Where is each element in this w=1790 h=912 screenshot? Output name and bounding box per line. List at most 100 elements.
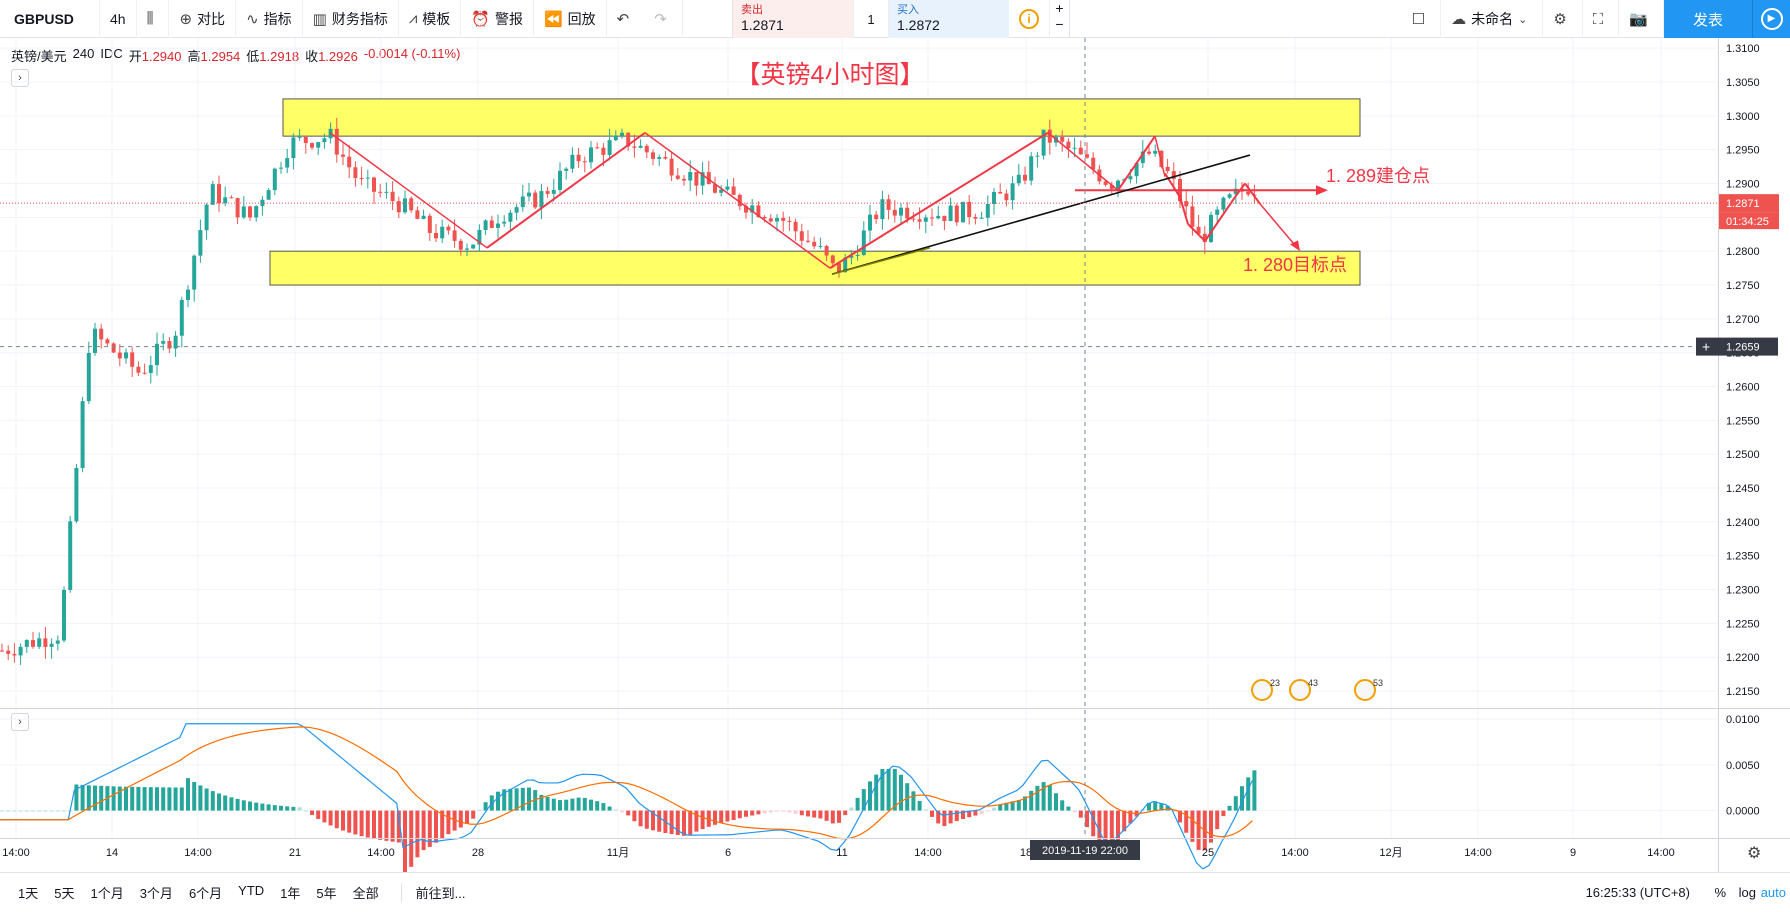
trend-arrow bbox=[1117, 135, 1156, 191]
macd-histogram-bar bbox=[793, 810, 798, 814]
replay-button[interactable]: ⏪ 回放 bbox=[534, 0, 607, 38]
legend-low: 低1.2918 bbox=[246, 46, 299, 65]
legend-name[interactable]: 英镑/美元 bbox=[11, 49, 67, 64]
sell-price: 1.2871 bbox=[741, 17, 784, 33]
time-tick-label: 14:00 bbox=[2, 847, 30, 859]
crosshair-time-text: 2019-11-19 22:00 bbox=[1042, 845, 1128, 857]
minus-icon[interactable]: − bbox=[1055, 16, 1064, 32]
fullscreen-rect-button[interactable]: ☐ bbox=[1402, 0, 1442, 38]
snapshot-button[interactable]: 📷 bbox=[1619, 0, 1664, 38]
range-button[interactable]: YTD bbox=[238, 883, 265, 898]
fullscreen-button[interactable]: ⛶ bbox=[1583, 0, 1620, 38]
macd-histogram-bar bbox=[880, 768, 885, 811]
gear-icon: ⚙ bbox=[1553, 11, 1567, 28]
buy-button[interactable]: 买入 1.2872 bbox=[889, 0, 1009, 38]
macd-histogram-bar bbox=[1091, 810, 1096, 837]
interval-button[interactable]: 4h bbox=[100, 0, 137, 38]
candle-body bbox=[6, 650, 11, 654]
target-line bbox=[1259, 203, 1297, 247]
macd-tick-label: 0.0050 bbox=[1726, 760, 1760, 772]
axis-settings-icon[interactable]: ⚙ bbox=[1747, 845, 1761, 862]
redo-button[interactable]: ↷ bbox=[644, 0, 683, 38]
range-button[interactable]: 5年 bbox=[316, 886, 337, 901]
chart-style-button[interactable]: ⫼ bbox=[137, 0, 170, 38]
candle-body bbox=[837, 263, 841, 273]
goto-date-button[interactable]: 前往到... bbox=[400, 883, 466, 902]
chart-title: 【英镑4小时图】 bbox=[736, 61, 925, 89]
percent-toggle[interactable]: % bbox=[1714, 885, 1726, 900]
range-button[interactable]: 3个月 bbox=[139, 886, 173, 901]
candle-body bbox=[316, 142, 321, 148]
macd-histogram-bar bbox=[911, 791, 916, 811]
financials-button[interactable]: ▥ 财务指标 bbox=[303, 0, 399, 38]
compare-button[interactable]: ⊕ 对比 bbox=[169, 0, 237, 38]
price-tick-label: 1.2450 bbox=[1726, 483, 1760, 495]
candle-body bbox=[297, 136, 302, 138]
crosshair-price-tag bbox=[1696, 337, 1778, 356]
settings-button[interactable]: ⚙ bbox=[1543, 0, 1583, 38]
candle-body bbox=[502, 221, 507, 224]
range-button[interactable]: 1年 bbox=[280, 886, 301, 901]
price-tick-label: 1.2300 bbox=[1726, 585, 1760, 597]
close-label: 收 bbox=[305, 49, 319, 64]
range-button[interactable]: 1天 bbox=[18, 886, 39, 901]
macd-histogram-bar bbox=[725, 810, 730, 822]
macd-histogram-bar bbox=[1153, 801, 1158, 811]
layout-name-button[interactable]: ☁ 未命名 ⌄ bbox=[1441, 0, 1544, 38]
macd-histogram-bar bbox=[204, 788, 209, 811]
candle-body bbox=[998, 191, 1003, 194]
macd-histogram-bar bbox=[899, 774, 903, 811]
macd-histogram-bar bbox=[266, 804, 271, 811]
trend-arrow bbox=[1164, 172, 1181, 198]
quantity-field[interactable]: 1 bbox=[853, 0, 889, 38]
play-button[interactable]: ▶ bbox=[1752, 0, 1790, 38]
candle-body bbox=[514, 207, 519, 213]
macd-histogram-bar bbox=[272, 805, 277, 811]
range-button[interactable]: 6个月 bbox=[188, 886, 223, 901]
templates-button[interactable]: ⩘ 模板 bbox=[399, 0, 462, 38]
macd-histogram-bar bbox=[570, 798, 575, 811]
sell-button[interactable]: 卖出 1.2871 bbox=[733, 0, 853, 38]
current-price-tag bbox=[1719, 194, 1779, 213]
candle-body bbox=[1202, 233, 1207, 243]
candle-body bbox=[533, 192, 538, 208]
undo-button[interactable]: ↶ bbox=[607, 0, 645, 38]
range-button[interactable]: 1个月 bbox=[90, 886, 124, 901]
log-toggle[interactable]: log bbox=[1738, 885, 1756, 900]
time-tick-label: 25 bbox=[1202, 847, 1214, 859]
cloud-icon: ☁ bbox=[1451, 11, 1467, 28]
high-label: 高 bbox=[187, 49, 201, 64]
clock[interactable]: 16:25:33 (UTC+8) bbox=[1585, 885, 1690, 900]
candle-body bbox=[409, 198, 414, 211]
quantity-stepper[interactable]: + − bbox=[1049, 0, 1069, 38]
price-chart[interactable]: 23 43 53 1.3100 1.3050 1.3000 1.2950 1.2900 1.2… bbox=[0, 38, 1790, 872]
candle-body bbox=[979, 217, 984, 219]
info-button[interactable]: i bbox=[1009, 0, 1049, 38]
candle-body bbox=[117, 352, 122, 359]
macd-tick-label: 0.0000 bbox=[1726, 806, 1760, 818]
time-tick-label: 12月 bbox=[1379, 847, 1402, 859]
publish-button[interactable]: 发表 bbox=[1664, 0, 1752, 38]
candle-body bbox=[1066, 141, 1071, 149]
alert-button[interactable]: ⏰ 警报 bbox=[461, 0, 534, 38]
auto-toggle[interactable]: auto bbox=[1760, 885, 1786, 900]
candle-body bbox=[1233, 188, 1238, 195]
range-button[interactable]: 全部 bbox=[352, 886, 379, 901]
macd-histogram-bar bbox=[260, 803, 265, 811]
symbol-legend: 英镑/美元 240 IDC 开1.2940 高1.2954 低1.2918 收1… bbox=[11, 46, 460, 65]
candle-body bbox=[725, 186, 730, 190]
low-value: 1.2918 bbox=[259, 49, 300, 64]
macd-histogram-bar bbox=[434, 810, 438, 843]
plus-icon[interactable]: + bbox=[1055, 0, 1064, 16]
candle-body bbox=[55, 640, 60, 644]
symbol-search-button[interactable]: GBPUSD bbox=[0, 0, 100, 38]
macd-histogram-bar bbox=[403, 810, 407, 872]
range-button[interactable]: 5天 bbox=[54, 886, 75, 901]
candle-body bbox=[86, 352, 91, 402]
indicators-button[interactable]: ∿ 指标 bbox=[236, 0, 303, 38]
candle-body bbox=[285, 158, 290, 168]
candle-body bbox=[105, 339, 110, 344]
candle-body bbox=[1171, 171, 1176, 180]
candle-body bbox=[1190, 206, 1195, 227]
price-tick-label: 1.3050 bbox=[1726, 77, 1760, 89]
